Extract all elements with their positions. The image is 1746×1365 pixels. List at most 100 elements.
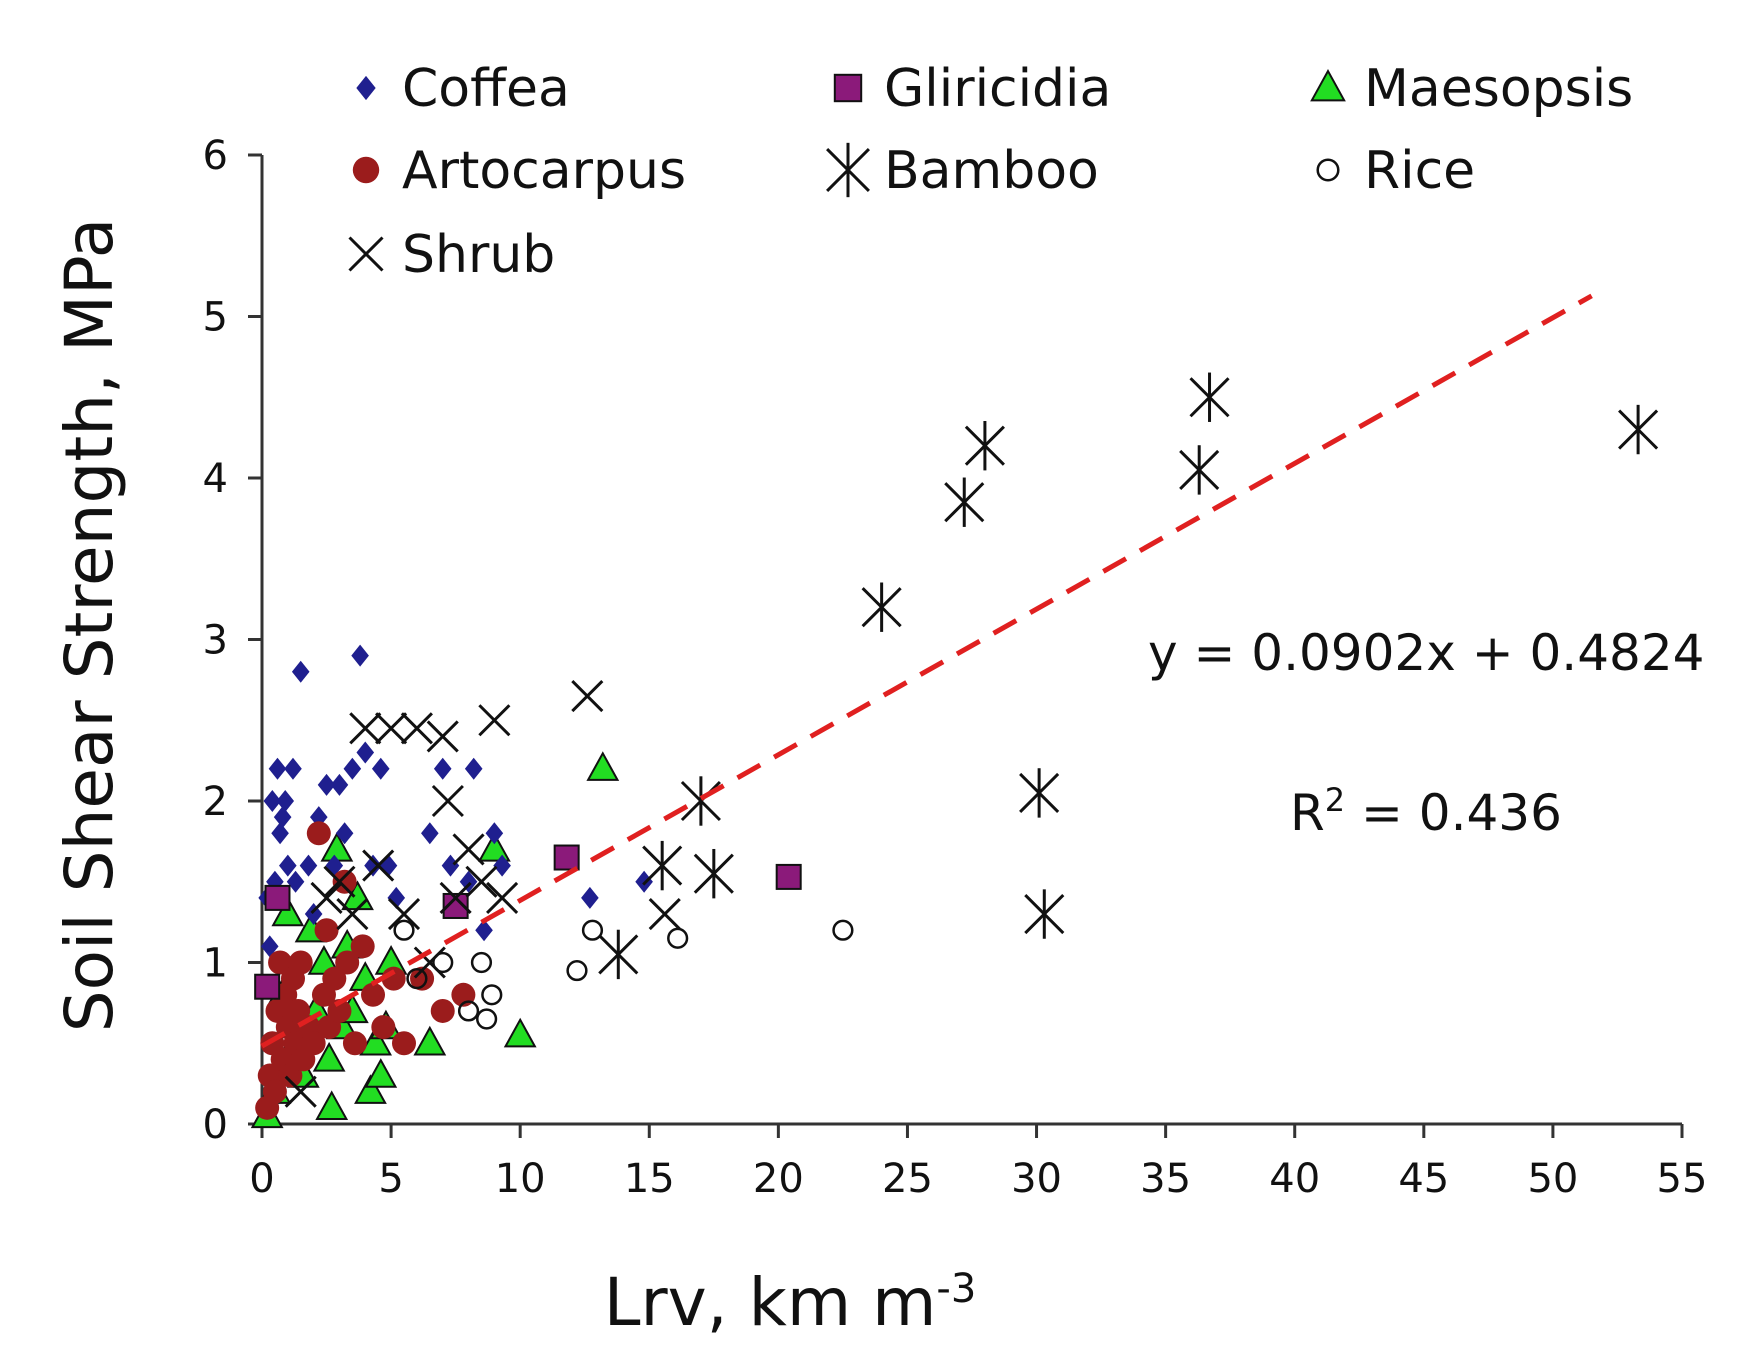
legend-label-coffea: Coffea bbox=[402, 59, 570, 119]
point-coffea bbox=[335, 822, 354, 845]
series-coffea bbox=[258, 644, 653, 958]
point-artocarpus bbox=[306, 821, 331, 846]
point-rice bbox=[470, 951, 493, 974]
point-shrub bbox=[431, 784, 464, 818]
point-artocarpus bbox=[278, 1063, 303, 1088]
x-axis-title: Lrv, km m-3 bbox=[604, 1264, 977, 1341]
point-shrub bbox=[387, 897, 421, 931]
legend-label-gliricidia: Gliricidia bbox=[884, 59, 1111, 119]
point-artocarpus bbox=[268, 950, 293, 975]
point-coffea bbox=[485, 822, 504, 845]
point-artocarpus bbox=[430, 998, 455, 1023]
marker-stroke bbox=[323, 865, 356, 898]
x-axis-title-superscript: -3 bbox=[936, 1266, 976, 1312]
point-coffea bbox=[286, 870, 305, 893]
x-tick-label: 40 bbox=[1269, 1156, 1320, 1202]
point-shrub bbox=[478, 704, 511, 737]
point-coffea bbox=[493, 854, 511, 877]
point-coffea bbox=[441, 854, 460, 877]
point-artocarpus bbox=[301, 1031, 326, 1056]
trendline-group bbox=[260, 293, 1593, 1049]
point-shrub bbox=[413, 946, 446, 979]
point-bamboo bbox=[693, 848, 734, 899]
point-gliricidia bbox=[553, 844, 580, 871]
r-squared-value: = 0.436 bbox=[1345, 784, 1562, 842]
x-tick-label: 25 bbox=[882, 1156, 933, 1202]
x-tick-label: 15 bbox=[624, 1156, 675, 1202]
marker-stroke bbox=[375, 712, 408, 745]
y-tick-label: 3 bbox=[203, 618, 228, 664]
legend: Coffea Gliricidia Maesopsis Artocarpus Bambo… bbox=[348, 59, 1633, 285]
series-maesopsis bbox=[250, 751, 620, 1129]
x-tick-label: 0 bbox=[249, 1156, 274, 1202]
point-coffea bbox=[356, 741, 375, 764]
point-coffea bbox=[581, 886, 599, 909]
point-shrub bbox=[439, 881, 472, 914]
point-shrub bbox=[486, 881, 519, 914]
legend-label-shrub: Shrub bbox=[402, 225, 555, 285]
point-artocarpus bbox=[288, 950, 313, 975]
point-artocarpus bbox=[262, 1079, 287, 1104]
point-maesopsis bbox=[312, 1041, 346, 1072]
point-shrub bbox=[336, 897, 369, 931]
point-gliricidia bbox=[254, 973, 281, 1000]
point-artocarpus bbox=[322, 966, 347, 991]
point-coffea bbox=[475, 919, 493, 942]
point-coffea bbox=[379, 854, 398, 877]
point-artocarpus bbox=[335, 950, 360, 975]
marker-stroke bbox=[336, 897, 369, 931]
point-coffea bbox=[299, 854, 318, 877]
point-shrub bbox=[426, 720, 459, 753]
point-bamboo bbox=[964, 421, 1005, 471]
point-coffea bbox=[364, 854, 382, 877]
legend-marker-shrub bbox=[348, 236, 384, 272]
y-tick-label: 0 bbox=[203, 1102, 228, 1148]
point-bamboo bbox=[1618, 404, 1659, 455]
point-rice bbox=[457, 1000, 480, 1022]
x-tick-label: 30 bbox=[1011, 1156, 1062, 1202]
marker-stroke bbox=[310, 881, 343, 914]
point-maesopsis bbox=[413, 1025, 447, 1056]
y-tick-label: 6 bbox=[203, 133, 228, 179]
point-shrub bbox=[375, 712, 408, 745]
point-shrub bbox=[349, 712, 382, 745]
point-bamboo bbox=[861, 582, 902, 632]
trendline-equation: y = 0.0902x + 0.4824 bbox=[1148, 624, 1704, 682]
series-shrub bbox=[284, 679, 681, 1108]
point-maesopsis bbox=[354, 1074, 387, 1104]
x-tick-label: 50 bbox=[1527, 1156, 1578, 1202]
point-rice bbox=[566, 959, 588, 982]
trendline bbox=[260, 293, 1593, 1049]
point-maesopsis bbox=[271, 896, 305, 927]
point-coffea bbox=[325, 854, 344, 877]
point-shrub bbox=[571, 679, 604, 713]
point-shrub bbox=[452, 833, 485, 866]
legend-entry-coffea: Coffea bbox=[356, 59, 570, 119]
y-axis-title: Soil Shear Strength, MPa bbox=[51, 218, 128, 1033]
y-tick-label: 5 bbox=[203, 295, 228, 341]
marker-stroke bbox=[284, 1075, 317, 1108]
point-bamboo bbox=[1019, 768, 1060, 818]
r-squared-superscript: 2 bbox=[1325, 781, 1345, 819]
y-tick-label: 4 bbox=[203, 456, 228, 502]
marker-stroke bbox=[387, 897, 421, 931]
point-artocarpus bbox=[327, 998, 352, 1023]
point-maesopsis bbox=[586, 751, 620, 781]
legend-label-artocarpus: Artocarpus bbox=[402, 141, 686, 201]
legend-marker-maesopsis bbox=[1310, 68, 1346, 102]
point-rice bbox=[481, 984, 503, 1006]
legend-entry-bamboo: Bamboo bbox=[826, 141, 1099, 201]
point-bamboo bbox=[642, 840, 683, 891]
point-coffea bbox=[276, 790, 295, 812]
y-tick-label: 2 bbox=[203, 779, 228, 825]
marker-stroke bbox=[348, 236, 384, 272]
point-bamboo bbox=[680, 776, 721, 826]
point-artocarpus bbox=[371, 1015, 396, 1040]
point-maesopsis bbox=[364, 1058, 398, 1088]
point-coffea bbox=[330, 773, 349, 796]
marker-stroke bbox=[413, 946, 446, 979]
marker-stroke bbox=[400, 712, 433, 745]
point-coffea bbox=[433, 757, 452, 780]
marker-stroke bbox=[349, 712, 382, 745]
